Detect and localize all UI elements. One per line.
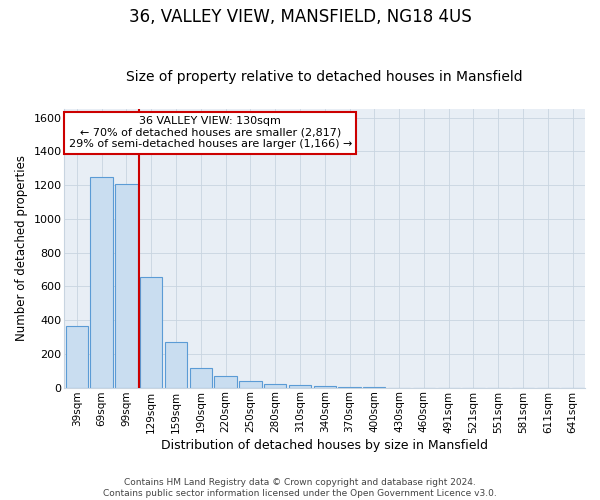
Bar <box>91 177 113 388</box>
Bar <box>264 384 286 388</box>
Bar <box>289 385 311 388</box>
Bar <box>239 381 262 388</box>
Bar <box>65 326 88 388</box>
Y-axis label: Number of detached properties: Number of detached properties <box>15 156 28 342</box>
Bar <box>363 387 385 388</box>
Text: 36 VALLEY VIEW: 130sqm
← 70% of detached houses are smaller (2,817)
29% of semi-: 36 VALLEY VIEW: 130sqm ← 70% of detached… <box>68 116 352 150</box>
Bar <box>338 387 361 388</box>
Bar <box>314 386 336 388</box>
Bar <box>165 342 187 388</box>
Bar <box>115 184 137 388</box>
Bar <box>140 277 163 388</box>
Text: 36, VALLEY VIEW, MANSFIELD, NG18 4US: 36, VALLEY VIEW, MANSFIELD, NG18 4US <box>128 8 472 26</box>
Bar <box>214 376 237 388</box>
Title: Size of property relative to detached houses in Mansfield: Size of property relative to detached ho… <box>127 70 523 85</box>
Text: Contains HM Land Registry data © Crown copyright and database right 2024.
Contai: Contains HM Land Registry data © Crown c… <box>103 478 497 498</box>
X-axis label: Distribution of detached houses by size in Mansfield: Distribution of detached houses by size … <box>161 440 488 452</box>
Bar <box>190 368 212 388</box>
